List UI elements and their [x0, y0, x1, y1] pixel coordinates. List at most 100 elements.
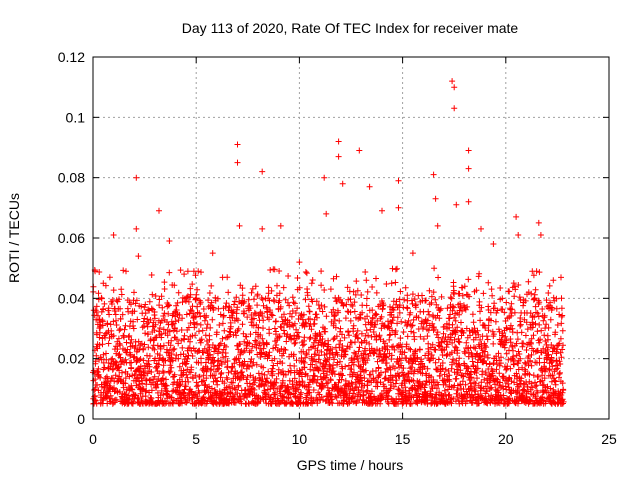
data-point — [147, 317, 154, 323]
data-point — [162, 357, 169, 364]
data-point — [408, 385, 415, 392]
data-point — [136, 381, 143, 388]
data-point — [543, 321, 550, 328]
data-point — [151, 327, 158, 334]
data-point — [231, 301, 237, 308]
data-point — [105, 360, 112, 366]
data-point — [185, 298, 192, 305]
data-point — [182, 298, 189, 305]
data-point — [109, 375, 116, 382]
data-point — [239, 321, 246, 328]
data-point — [254, 302, 261, 309]
data-point — [351, 349, 358, 356]
data-point — [164, 332, 171, 339]
data-point — [92, 397, 99, 404]
data-point — [553, 350, 560, 357]
data-point — [95, 290, 102, 297]
data-point — [436, 373, 443, 379]
data-point — [279, 360, 286, 367]
data-point — [500, 392, 507, 399]
data-point — [132, 300, 139, 307]
data-point — [145, 331, 152, 337]
data-point — [541, 375, 548, 382]
data-point — [161, 310, 168, 317]
data-point — [260, 317, 267, 324]
data-point — [283, 338, 290, 345]
data-point — [157, 352, 163, 359]
data-point — [173, 307, 180, 313]
data-point — [280, 350, 287, 357]
data-point — [395, 177, 402, 184]
data-point — [253, 338, 260, 345]
data-point — [357, 393, 364, 400]
data-point — [110, 287, 117, 294]
data-point — [530, 272, 537, 279]
data-point — [394, 320, 401, 327]
data-point — [322, 328, 329, 335]
data-point — [189, 353, 196, 359]
data-point — [377, 400, 384, 407]
data-point — [233, 332, 240, 339]
data-point — [493, 388, 500, 395]
data-point — [436, 389, 443, 396]
data-point — [407, 365, 414, 372]
data-point — [484, 352, 491, 358]
data-point — [542, 338, 549, 344]
data-point — [451, 314, 458, 321]
data-point — [147, 336, 154, 343]
data-point — [196, 310, 203, 317]
data-point — [252, 283, 259, 290]
data-point — [549, 372, 556, 379]
data-point — [235, 346, 242, 353]
data-point — [282, 371, 289, 378]
data-point — [203, 338, 210, 344]
data-point — [97, 323, 104, 330]
data-point — [284, 299, 291, 306]
data-point — [496, 328, 503, 335]
data-point — [203, 359, 209, 366]
data-point — [295, 329, 301, 336]
data-point — [465, 198, 472, 205]
data-point — [356, 389, 363, 396]
data-point — [408, 328, 415, 335]
data-point — [308, 394, 315, 401]
data-point — [353, 278, 360, 285]
data-point — [133, 297, 140, 304]
data-point — [507, 339, 514, 346]
data-point — [473, 287, 480, 294]
data-point — [100, 351, 107, 358]
data-point — [311, 320, 318, 327]
data-point — [414, 354, 421, 361]
data-point — [353, 331, 360, 338]
data-point — [106, 311, 113, 318]
data-point — [146, 353, 153, 359]
data-point — [216, 322, 223, 328]
data-point — [123, 268, 129, 275]
data-point — [453, 201, 460, 208]
data-point — [368, 388, 375, 395]
data-point — [455, 361, 462, 368]
data-point — [92, 358, 99, 365]
data-point — [179, 344, 186, 351]
data-point — [167, 368, 174, 375]
data-point — [350, 288, 357, 295]
data-point — [173, 352, 180, 359]
data-point — [422, 382, 429, 388]
data-point — [457, 381, 464, 388]
data-point — [289, 294, 296, 301]
data-point — [383, 353, 390, 360]
data-point — [425, 348, 432, 355]
data-point — [168, 351, 175, 357]
data-point — [302, 296, 309, 303]
data-point — [467, 371, 474, 378]
data-point — [443, 338, 450, 345]
data-point — [120, 267, 127, 274]
data-point — [323, 210, 330, 217]
data-point — [419, 380, 426, 387]
data-point — [423, 378, 430, 385]
data-point — [208, 366, 215, 373]
data-point — [450, 356, 456, 363]
data-point — [513, 213, 520, 220]
data-point — [278, 324, 285, 331]
data-point — [387, 366, 394, 373]
